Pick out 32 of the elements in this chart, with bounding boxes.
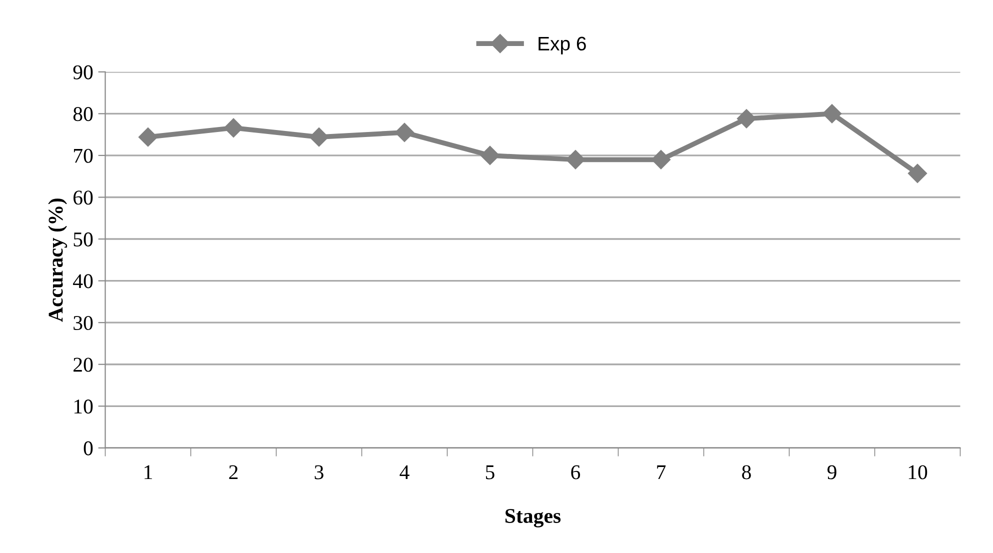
- y-tick-label: 60: [74, 190, 93, 205]
- point: [822, 104, 842, 124]
- x-axis-title: Stages: [506, 508, 561, 528]
- x-tick-label: 4: [400, 465, 410, 480]
- point: [394, 122, 414, 142]
- point: [138, 128, 158, 147]
- y-tick-label: 40: [73, 274, 93, 288]
- y-axis-title: Accuracy (%): [48, 198, 68, 322]
- point: [224, 118, 244, 138]
- y-tick-label: 20: [74, 358, 93, 372]
- y-tick-label: 50: [74, 232, 93, 246]
- legend-label: Exp 6: [538, 36, 586, 54]
- x-tick-label: 1: [144, 465, 152, 480]
- x-tick-label: 9: [827, 465, 836, 480]
- x-tick-label: 2: [229, 465, 238, 480]
- y-tick-label: 70: [74, 148, 93, 163]
- y-tick-label: 90: [73, 65, 93, 80]
- y-tick-label: 80: [73, 107, 93, 122]
- point: [736, 109, 756, 128]
- y-tick-label: 30: [74, 316, 93, 330]
- point: [480, 146, 500, 165]
- x-tick-label: 7: [657, 465, 666, 480]
- x-tick-label: 5: [486, 465, 494, 480]
- point: [309, 128, 329, 147]
- point: [908, 164, 928, 183]
- x-tick-label: 3: [314, 465, 324, 480]
- y-tick-label: 10: [74, 400, 93, 414]
- x-tick-label: 6: [571, 465, 580, 480]
- x-tick-label: 8: [742, 465, 751, 480]
- point: [651, 150, 671, 170]
- x-tick-label: 10: [908, 465, 928, 480]
- y-tick-label: 0: [84, 441, 93, 456]
